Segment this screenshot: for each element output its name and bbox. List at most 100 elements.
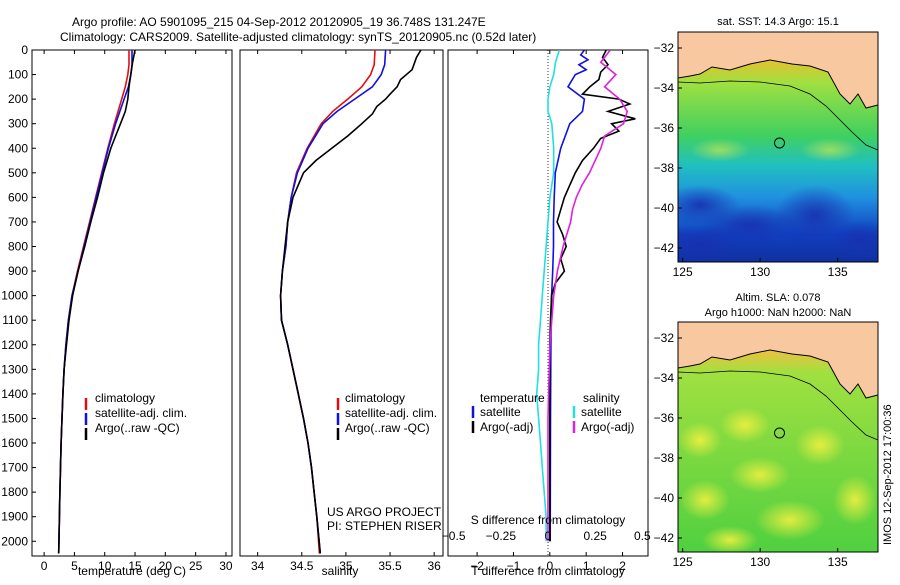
y-tick-label: −40 <box>654 491 675 505</box>
s-diff-tick-label: 0.25 <box>583 529 607 543</box>
difference-lines <box>535 50 636 542</box>
salinity-xlabel: salinity <box>322 564 359 578</box>
y-tick-label: 1600 <box>1 436 28 450</box>
sla-map-ticks: 125 130 135 −32 −34 −36 −38 −40 −42 <box>654 331 848 569</box>
sst-map-frame <box>677 31 879 263</box>
y-tick-label: 1500 <box>1 411 28 425</box>
y-tick-label: 100 <box>8 68 28 82</box>
difference-legend: temperature salinity satellite Argo(-adj… <box>471 391 634 434</box>
legend-label-sat-s: satellite <box>581 405 622 419</box>
pi-label: PI: STEPHEN RISER <box>327 519 442 533</box>
x-tick-label: 30 <box>219 559 233 573</box>
y-tick-label: 400 <box>8 141 28 155</box>
x-tick-label: 35.5 <box>378 559 402 573</box>
y-tick-label: 1700 <box>1 461 28 475</box>
sla-map: Altim. SLA: 0.078 Argo h1000: NaN h2000:… <box>654 292 879 569</box>
difference-panel: −2 −1 0 1 2 temperature salinity satellite A… <box>442 49 651 578</box>
x-tick-label: 135 <box>828 265 848 279</box>
x-tick-label: 135 <box>828 555 848 569</box>
salinity-legend: climatology satellite-adj. clim. Argo(..… <box>336 391 437 440</box>
temperature-panel: 0100200300400500600700800900100011001200… <box>1 43 233 578</box>
x-tick-label: 20 <box>159 559 173 573</box>
y-tick-label: −36 <box>654 121 675 135</box>
sst-map-title: sat. SST: 14.3 Argo: 15.1 <box>717 16 839 28</box>
x-tick-label: 2 <box>619 559 626 573</box>
temperature-legend: climatology satellite-adj. clim. Argo(..… <box>84 391 187 440</box>
x-tick-label: 125 <box>673 265 693 279</box>
series-line-argo <box>57 50 136 554</box>
salinity-axes <box>239 49 444 557</box>
y-tick-label: 600 <box>8 190 28 204</box>
series-line-argo <box>279 50 422 554</box>
x-tick-label: 130 <box>750 265 770 279</box>
x-tick-label: 0 <box>41 559 48 573</box>
y-tick-label: 1400 <box>1 387 28 401</box>
s-diff-tick-label: 0 <box>545 529 552 543</box>
x-tick-label: 35 <box>339 559 353 573</box>
temperature-axes <box>31 49 233 557</box>
x-tick-label: 15 <box>128 559 142 573</box>
y-tick-label: 700 <box>8 215 28 229</box>
y-tick-label: 2000 <box>1 534 28 548</box>
x-tick-label: −1 <box>507 559 521 573</box>
sst-map: sat. SST: 14.3 Argo: 15.1 125 130 135 −32 −3… <box>654 16 879 279</box>
legend-label-argo: Argo(..raw -QC) <box>95 421 180 435</box>
x-tick-label: 34.5 <box>290 559 314 573</box>
x-tick-label: 25 <box>189 559 203 573</box>
s-diff-tick-label: −0.5 <box>442 529 466 543</box>
y-tick-label: 500 <box>8 166 28 180</box>
legend-label-argo: Argo(..raw -QC) <box>345 421 430 435</box>
legend-label-satellite: satellite-adj. clim. <box>95 406 187 420</box>
y-tick-label: 0 <box>21 43 28 57</box>
salinity-lines <box>279 50 422 554</box>
isobath <box>678 80 878 151</box>
y-tick-label: −38 <box>654 451 675 465</box>
argo-position-marker <box>774 137 785 149</box>
y-tick-label: 1100 <box>2 313 28 327</box>
sla-map-frame <box>677 321 879 553</box>
x-tick-label: 36 <box>427 559 441 573</box>
y-tick-label: 200 <box>8 92 28 106</box>
salinity-difference-ticks: −0.5 −0.25 0 0.25 0.5 <box>442 529 651 543</box>
argo-position-marker <box>774 427 785 439</box>
y-tick-label: 1800 <box>1 485 28 499</box>
side-label: IMOS 12-Sep-2012 17:00:36 <box>882 404 894 545</box>
legend-label-climatology: climatology <box>345 391 405 405</box>
legend-label-sat-t: satellite <box>480 405 521 419</box>
x-tick-label: 130 <box>750 555 770 569</box>
salinity-panel: 34 34.5 35 35.5 36 climatology satellite-adj… <box>239 49 444 578</box>
series-line-sat_s <box>535 50 561 542</box>
y-tick-label: −34 <box>654 81 675 95</box>
s-diff-tick-label: 0.5 <box>634 529 651 543</box>
y-tick-label: 1300 <box>1 362 28 376</box>
x-tick-label: −2 <box>470 559 484 573</box>
x-tick-label: 5 <box>71 559 78 573</box>
series-line-sat_t <box>549 50 590 542</box>
legend-label-satellite: satellite-adj. clim. <box>345 406 437 420</box>
legend-label-argo-s: Argo(-adj) <box>581 420 634 434</box>
legend-label-climatology: climatology <box>95 391 155 405</box>
difference-top-xlabel: S difference from climatology <box>471 513 626 527</box>
x-tick-label: 0 <box>546 559 553 573</box>
y-tick-label: −40 <box>654 201 675 215</box>
y-tick-label: 800 <box>8 240 28 254</box>
y-tick-label: 1000 <box>1 289 28 303</box>
y-tick-label: 1900 <box>1 510 28 524</box>
y-tick-label: −42 <box>654 241 675 255</box>
y-tick-label: 300 <box>8 117 28 131</box>
land <box>678 322 878 399</box>
y-tick-label: 1200 <box>1 338 28 352</box>
y-tick-label: −36 <box>654 411 675 425</box>
project-label: US ARGO PROJECT <box>327 505 442 519</box>
series-line-argo_s <box>547 50 629 542</box>
sst-map-ticks: 125 130 135 −32 −34 −36 −38 −40 −42 <box>654 41 848 279</box>
legend-heading-temperature: temperature <box>480 391 545 405</box>
sla-map-subtitle: Argo h1000: NaN h2000: NaN <box>705 307 852 319</box>
x-tick-label: 10 <box>98 559 112 573</box>
temperature-xlabel: temperature (deg C) <box>78 564 186 578</box>
difference-axis-ticks: −2 −1 0 1 2 <box>470 50 626 573</box>
temperature-lines <box>57 50 136 554</box>
y-tick-label: −32 <box>654 41 675 55</box>
y-tick-label: 900 <box>8 264 28 278</box>
